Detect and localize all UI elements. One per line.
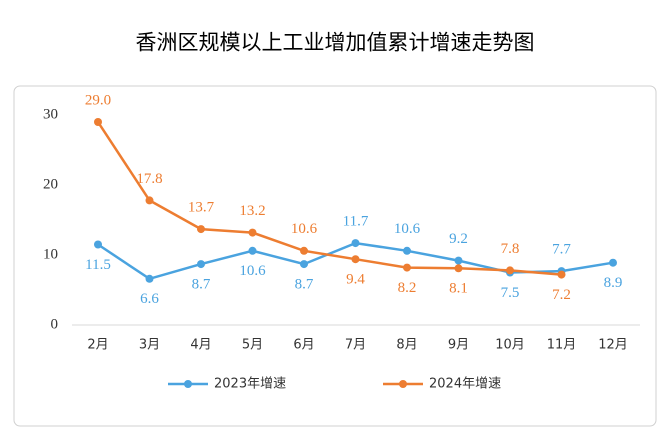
series-line: [96, 121, 562, 276]
point: [454, 256, 463, 265]
data-label: 7.5: [501, 285, 520, 301]
point: [197, 225, 205, 234]
point: [145, 274, 154, 283]
data-label: 8.1: [449, 281, 468, 297]
x-tick-label: 5月: [242, 338, 263, 353]
x-tick-label: 4月: [190, 338, 211, 353]
point: [145, 196, 154, 205]
point: [403, 263, 411, 272]
y-tick-label: 30: [43, 106, 58, 122]
data-label: 10.6: [291, 221, 318, 237]
data-label: 6.6: [140, 291, 159, 307]
point: [300, 246, 308, 255]
point: [454, 264, 463, 273]
point: [557, 270, 566, 279]
data-label: 8.2: [398, 280, 417, 296]
data-label: 13.7: [188, 200, 215, 216]
data-label: 29.0: [85, 92, 111, 108]
point: [94, 240, 102, 249]
point: [351, 255, 360, 264]
x-tick-label: 6月: [293, 338, 314, 353]
data-label: 7.8: [501, 241, 520, 257]
x-tick-label: 10月: [495, 338, 525, 353]
data-label: 8.7: [192, 277, 211, 293]
data-label: 11.5: [85, 257, 111, 273]
data-label: 10.6: [394, 221, 421, 237]
point: [94, 118, 102, 126]
data-label: 8.7: [295, 277, 314, 293]
legend-marker: [184, 380, 192, 388]
x-tick-label: 11月: [547, 338, 577, 353]
point: [248, 228, 257, 237]
point: [300, 260, 308, 269]
x-tick-label: 2月: [87, 338, 108, 353]
x-tick-label: 9月: [448, 338, 469, 353]
data-label: 11.7: [343, 214, 369, 230]
point: [197, 260, 205, 269]
point: [248, 246, 257, 255]
data-label: 7.2: [552, 287, 571, 303]
legend-label: 2023年增速: [214, 377, 286, 392]
legend-label: 2024年增速: [429, 377, 501, 392]
data-label: 9.4: [346, 272, 365, 288]
point: [351, 239, 360, 248]
y-tick-label: 10: [43, 246, 58, 262]
legend-marker: [399, 380, 407, 388]
x-tick-label: 3月: [139, 338, 160, 353]
data-label: 13.2: [239, 203, 265, 219]
data-label: 9.2: [449, 231, 468, 247]
point: [506, 266, 514, 275]
x-tick-label: 8月: [396, 338, 417, 353]
data-label: 10.6: [239, 263, 266, 279]
point: [403, 246, 411, 255]
chart-frame: [13, 85, 657, 427]
data-label: 8.9: [604, 275, 623, 291]
x-tick-label: 12月: [598, 338, 628, 353]
data-label: 17.8: [136, 171, 162, 187]
chart-title: 香洲区规模以上工业增加值累计增速走势图: [136, 31, 535, 55]
data-label: 7.7: [552, 242, 571, 258]
y-tick-label: 20: [43, 176, 58, 192]
x-tick-label: 7月: [345, 338, 366, 353]
point: [609, 258, 617, 267]
y-tick-label: 0: [51, 316, 59, 332]
